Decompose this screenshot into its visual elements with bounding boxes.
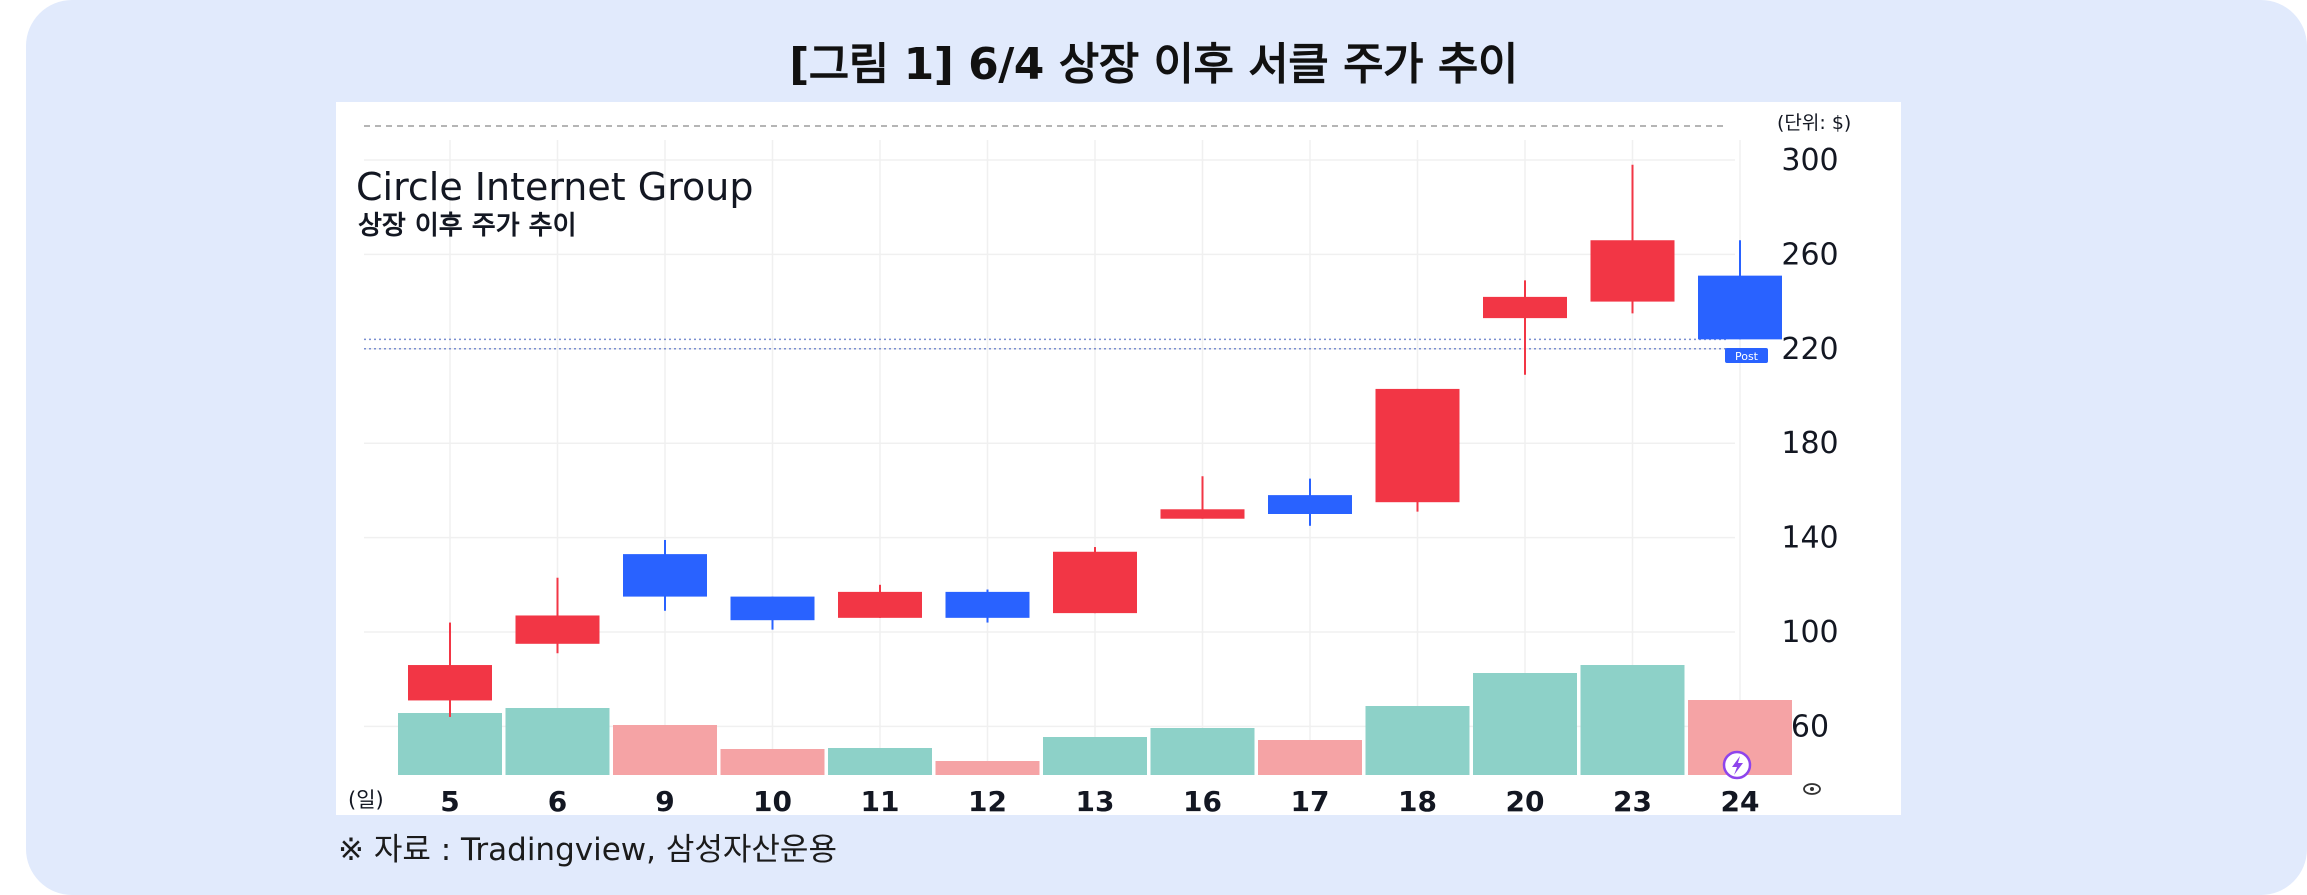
x-tick-label: 18 bbox=[1398, 785, 1437, 818]
candle-body bbox=[945, 591, 1030, 618]
eye-icon bbox=[1803, 783, 1821, 795]
x-tick-label: 20 bbox=[1506, 785, 1545, 818]
volume-bar bbox=[398, 713, 502, 775]
x-axis-label: (일) bbox=[348, 788, 384, 812]
volume-bar bbox=[1473, 673, 1577, 775]
candle-body bbox=[1053, 551, 1137, 614]
y-tick-label: 180 bbox=[1781, 426, 1838, 461]
chart-subtitle: 상장 이후 주가 추이 bbox=[358, 211, 577, 241]
candle bbox=[1053, 547, 1137, 614]
candle bbox=[408, 622, 492, 717]
volume-bar bbox=[720, 749, 825, 775]
y-tick-label: 260 bbox=[1781, 237, 1838, 272]
lightning-icon bbox=[1722, 750, 1752, 780]
x-axis-ticks: 5 6 9 10 11 12 13 16 17 18 20 23 24 bbox=[440, 785, 1759, 818]
x-tick-label: 16 bbox=[1183, 785, 1222, 818]
candle-body bbox=[623, 554, 707, 597]
candle-body bbox=[1160, 509, 1245, 519]
x-tick-label: 24 bbox=[1721, 785, 1760, 818]
candle bbox=[838, 584, 922, 618]
candle bbox=[730, 596, 815, 630]
x-tick-label: 5 bbox=[440, 785, 459, 818]
volume-bar bbox=[1043, 737, 1147, 775]
candle-body bbox=[1375, 388, 1460, 503]
volume-bar bbox=[1365, 706, 1470, 775]
volume-bar bbox=[613, 725, 717, 775]
candle-body bbox=[1698, 275, 1782, 340]
candle bbox=[623, 539, 707, 611]
x-tick-label: 10 bbox=[753, 785, 792, 818]
x-tick-label: 6 bbox=[548, 785, 567, 818]
candle bbox=[1268, 478, 1352, 526]
candle bbox=[1698, 240, 1782, 340]
candle-body bbox=[408, 665, 492, 701]
volume-bar bbox=[505, 708, 610, 775]
volume-bar bbox=[1580, 665, 1685, 775]
candle bbox=[515, 577, 600, 654]
candle-body bbox=[838, 591, 922, 618]
x-tick-label: 17 bbox=[1291, 785, 1330, 818]
candle bbox=[1483, 280, 1567, 375]
chart-title: Circle Internet Group bbox=[356, 165, 753, 209]
candle-body bbox=[1483, 296, 1567, 319]
candle-body bbox=[515, 615, 600, 644]
y-tick-label: 140 bbox=[1781, 521, 1838, 556]
x-tick-label: 12 bbox=[968, 785, 1007, 818]
candle bbox=[1590, 164, 1675, 314]
x-tick-label: 23 bbox=[1613, 785, 1652, 818]
post-price-badge bbox=[1725, 348, 1768, 363]
volume-bar bbox=[828, 748, 932, 775]
candle-body bbox=[730, 596, 815, 621]
candle bbox=[1160, 476, 1245, 519]
y-tick-label: 60 bbox=[1791, 709, 1829, 744]
grid-lines bbox=[364, 140, 1741, 775]
y-tick-label: 100 bbox=[1781, 615, 1838, 650]
unit-label: (단위: $) bbox=[1777, 112, 1851, 134]
y-tick-label: 300 bbox=[1781, 143, 1838, 178]
post-price-label: Post bbox=[1735, 350, 1759, 363]
y-tick-label: 220 bbox=[1781, 332, 1838, 367]
x-tick-label: 13 bbox=[1076, 785, 1115, 818]
candle bbox=[945, 589, 1030, 623]
candle-body bbox=[1590, 240, 1675, 302]
figure-title: [그림 1] 6/4 상장 이후 서클 주가 추이 bbox=[789, 39, 1518, 90]
x-tick-label: 11 bbox=[861, 785, 900, 818]
candles bbox=[408, 164, 1782, 717]
volume-bar bbox=[935, 761, 1040, 775]
source-note: ※ 자료 : Tradingview, 삼성자산운용 bbox=[338, 832, 837, 868]
candle bbox=[1375, 388, 1460, 512]
y-axis-ticks: 300 260 220 180 140 100 60 bbox=[1781, 143, 1838, 744]
volume-bar bbox=[1150, 728, 1255, 775]
reference-lines bbox=[364, 338, 1728, 350]
x-tick-label: 9 bbox=[655, 785, 674, 818]
candle-body bbox=[1268, 495, 1352, 514]
volume-bars bbox=[398, 665, 1792, 775]
volume-bar bbox=[1258, 740, 1362, 775]
